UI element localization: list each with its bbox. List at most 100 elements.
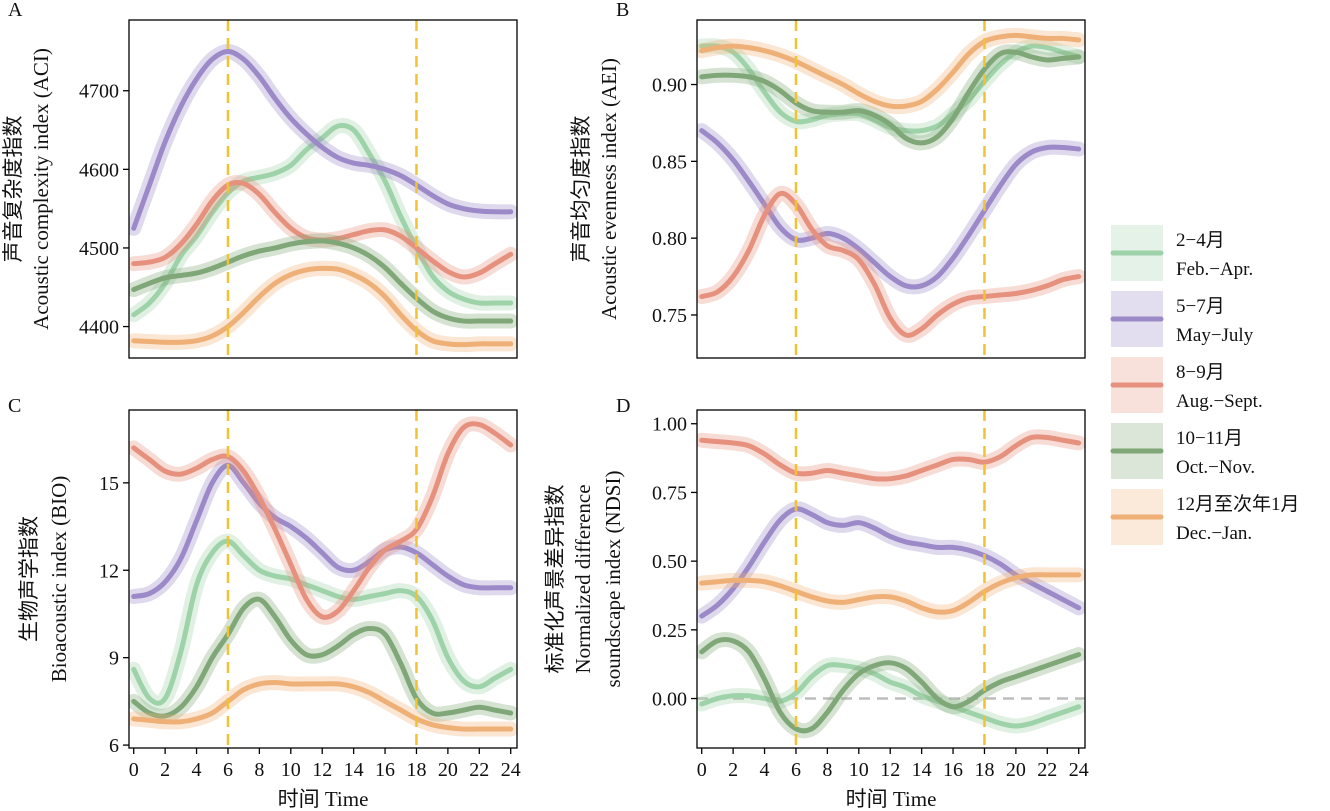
y-tick-label: 4400 <box>79 317 119 339</box>
y-tick-label: 0.75 <box>652 482 687 504</box>
series-line-aug_sept <box>699 434 1082 482</box>
x-tick-label: 8 <box>822 759 832 781</box>
x-tick-label: 10 <box>849 759 869 781</box>
y-tick-label: 0.50 <box>652 551 687 573</box>
x-tick-label: 18 <box>974 759 994 781</box>
y-tick-label: 0.90 <box>652 75 687 97</box>
x-tick-label: 20 <box>438 759 458 781</box>
legend-label-cn: 5−7月 <box>1176 296 1225 317</box>
series-group <box>697 27 1085 343</box>
y-tick-label: 12 <box>99 560 119 582</box>
x-tick-label: 0 <box>697 759 707 781</box>
panel-letter: B <box>616 0 629 21</box>
series-line-oct_nov <box>699 636 1082 734</box>
y-tick-label: 15 <box>99 473 119 495</box>
series-line-may_july <box>131 48 514 231</box>
series-line-dec_jan <box>699 32 1082 110</box>
legend: 2−4月 Feb.−Apr. 5−7月 May−July 8−9月 Aug.−Sept. 1… <box>1110 225 1300 545</box>
legend-label-cn: 10−11月 <box>1176 428 1243 449</box>
series-line-oct_nov <box>131 596 514 719</box>
x-tick-label: 14 <box>344 759 364 781</box>
y-tick-label: 9 <box>109 648 119 670</box>
x-tick-label: 6 <box>791 759 801 781</box>
series-group <box>129 43 517 353</box>
y-axis-label-line: soundscape index (NDSI) <box>601 471 625 688</box>
series-line-oct_nov <box>131 238 514 324</box>
legend-label-en: Aug.−Sept. <box>1176 391 1263 412</box>
x-tick-label: 4 <box>760 759 770 781</box>
y-tick-label: 4700 <box>79 81 119 103</box>
y-axis-label-line: 生物声学指数 <box>17 516 41 642</box>
y-tick-label: 4600 <box>79 159 119 181</box>
confidence-band-may_july <box>129 43 517 236</box>
panel-letter: D <box>616 395 630 417</box>
y-axis-label-line: 标准化声景差异指数 <box>543 485 567 674</box>
legend-label-en: Dec.−Jan. <box>1176 523 1252 544</box>
y-tick-label: 0.00 <box>652 689 687 711</box>
x-tick-label: 0 <box>129 759 139 781</box>
series-line-dec_jan <box>699 572 1082 615</box>
x-tick-label: 22 <box>469 759 489 781</box>
x-tick-label: 8 <box>254 759 264 781</box>
plot-frame <box>128 409 518 749</box>
y-axis-label-line: Normalized difference <box>571 484 595 673</box>
x-tick-label: 2 <box>160 759 170 781</box>
x-tick-label: 12 <box>880 759 900 781</box>
y-tick-label: 0.80 <box>652 228 687 250</box>
x-tick-label: 24 <box>501 759 521 781</box>
x-tick-label: 18 <box>406 759 426 781</box>
panel-B: 0.75 0.80 0.85 0.90 B 声音均匀度指数 Acoustic evennes… <box>569 0 1086 359</box>
plot-frame <box>696 409 1086 749</box>
panel-D: 0.000.250.500.751.000 2 4 6 8 10 12 14 16 18 20 22 2… <box>543 395 1089 811</box>
plot-frame <box>128 19 518 359</box>
legend-label-en: Oct.−Nov. <box>1176 457 1255 478</box>
x-tick-label: 4 <box>192 759 202 781</box>
series-line-may_july <box>699 128 1082 290</box>
legend-label-cn: 2−4月 <box>1176 230 1225 251</box>
y-tick-label: 0.75 <box>652 305 687 327</box>
series-line-dec_jan <box>131 679 514 732</box>
series-line-aug_sept <box>699 190 1082 338</box>
x-tick-label: 16 <box>943 759 963 781</box>
series-line-dec_jan <box>131 265 514 348</box>
series-group <box>129 416 517 737</box>
panel-letter: C <box>8 395 21 417</box>
x-tick-label: 20 <box>1006 759 1026 781</box>
confidence-band-oct_nov <box>697 44 1085 151</box>
y-axis-label-line: 声音均匀度指数 <box>569 116 593 263</box>
series-line-oct_nov <box>699 49 1082 146</box>
plot-frame <box>696 19 1086 359</box>
x-tick-label: 16 <box>375 759 395 781</box>
x-tick-label: 22 <box>1037 759 1057 781</box>
panel-letter: A <box>8 0 23 21</box>
x-axis-label: 时间 Time <box>278 787 369 811</box>
y-axis-label-line: Acoustic complexity index (ACI) <box>29 48 53 330</box>
y-tick-label: 0.25 <box>652 620 687 642</box>
series-line-feb_apr <box>699 662 1082 729</box>
x-tick-label: 24 <box>1069 759 1089 781</box>
series-line-feb_apr <box>131 123 514 318</box>
x-tick-label: 14 <box>912 759 932 781</box>
y-tick-label: 1.00 <box>652 414 687 436</box>
legend-label-en: Feb.−Apr. <box>1176 259 1253 280</box>
y-axis-label-line: Acoustic evenness index (AEI) <box>597 58 621 320</box>
confidence-band-may_july <box>697 123 1085 295</box>
x-tick-label: 6 <box>223 759 233 781</box>
x-axis-label: 时间 Time <box>846 787 937 811</box>
series-group <box>697 429 1085 739</box>
series-line-aug_sept <box>131 421 514 620</box>
y-tick-label: 4500 <box>79 238 119 260</box>
series-line-may_july <box>699 506 1082 619</box>
y-axis-label-line: Bioacoustic index (BIO) <box>47 476 71 682</box>
y-tick-label: 0.85 <box>652 151 687 173</box>
series-line-feb_apr <box>131 538 514 706</box>
legend-label-cn: 8−9月 <box>1176 362 1225 383</box>
x-tick-label: 2 <box>728 759 738 781</box>
x-tick-label: 10 <box>281 759 301 781</box>
y-tick-label: 6 <box>109 735 119 757</box>
panel-A: 4400 4500 4600 4700 A 声音复杂度指数 Acoustic complex… <box>1 0 518 359</box>
legend-label-cn: 12月至次年1月 <box>1176 493 1300 515</box>
y-axis-label-line: 声音复杂度指数 <box>1 116 25 263</box>
